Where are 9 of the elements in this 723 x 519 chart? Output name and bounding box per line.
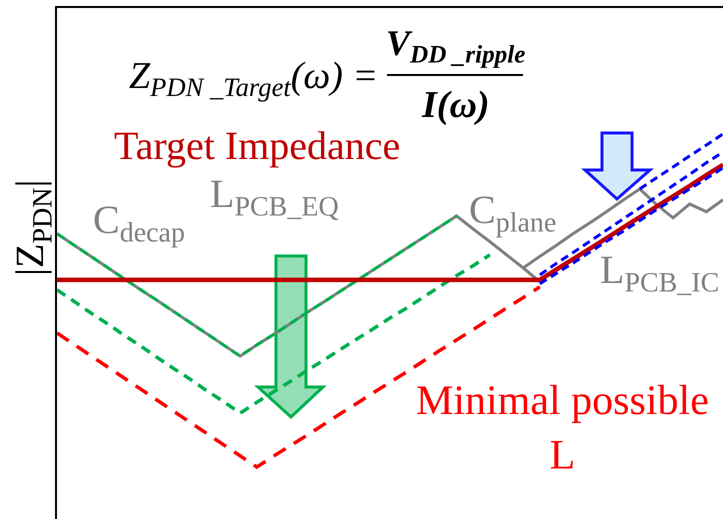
series-label: Minimal possible L	[416, 378, 709, 479]
annotation: L$_{PCB_EQ}$	[210, 171, 339, 222]
annotation: C$_{decap}$	[93, 197, 185, 248]
text: V$_{DD _ripple}$	[386, 23, 526, 69]
annotation: L$_{PCB_IC}$	[600, 247, 720, 298]
text: I(ω)	[421, 84, 490, 126]
text: Target Impedance	[114, 123, 400, 168]
text: Z$_{PDN _Target}$(ω) =	[129, 55, 378, 102]
annotation: C$_{plane}$	[469, 187, 556, 238]
